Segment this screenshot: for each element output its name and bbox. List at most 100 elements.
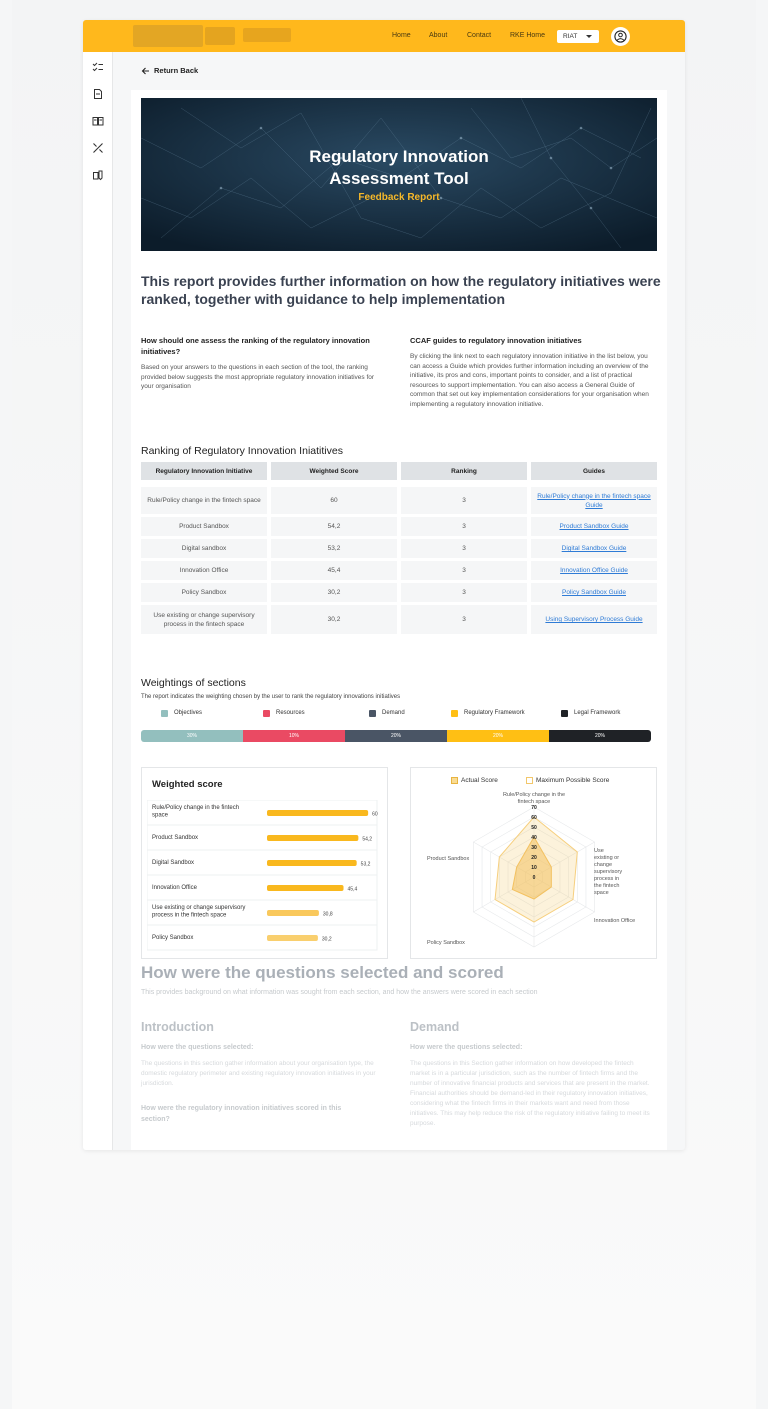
radar-tick-label: 0 [533, 875, 536, 881]
nav-contact[interactable]: Contact [467, 32, 492, 39]
ranking-cell: 3 [401, 539, 527, 558]
table-header: Ranking [401, 462, 527, 480]
university-logo [133, 25, 203, 47]
hero-subtitle: Feedback Report [358, 192, 440, 203]
questions-title: How were the questions selected and scor… [141, 963, 504, 982]
user-avatar[interactable] [611, 27, 630, 46]
bar-category-label: Product Sandbox [152, 835, 198, 841]
legend-label: Resources [276, 710, 305, 716]
radar-tick-label: 20 [531, 855, 537, 861]
score-cell: 30,2 [271, 605, 397, 634]
shuffle-icon[interactable] [92, 142, 104, 154]
checklist-icon[interactable] [92, 61, 104, 73]
network-background [141, 98, 657, 251]
legend-swatch [263, 710, 270, 717]
partner-logo [205, 27, 235, 45]
radar-axis-label: Policy Sandbox [427, 940, 465, 946]
survey-icon[interactable] [92, 169, 104, 181]
bar-value-label: 45,4 [348, 887, 358, 893]
legend-swatch [451, 710, 458, 717]
legend-label: Objectives [174, 710, 203, 716]
weighting-segment: 20% [549, 730, 651, 742]
weighted-score-title: Weighted score [152, 779, 223, 790]
top-bar: Home About Contact RKE Home RIAT [83, 20, 685, 52]
weighting-segment: 30% [141, 730, 243, 742]
max-score-legend: Maximum Possible Score [536, 777, 610, 784]
guide-link[interactable]: Rule/Policy change in the fintech space … [537, 492, 651, 509]
riat-logo [243, 28, 291, 42]
ranking-title: Ranking of Regulatory Innovation Iniatit… [141, 445, 343, 457]
introduction-body: The questions in this section gather inf… [141, 1060, 376, 1087]
app-window: Home About Contact RKE Home RIAT [83, 20, 685, 1150]
weighting-segment: 20% [345, 730, 447, 742]
radar-axis-label: Innovation Office [594, 918, 635, 924]
radar-axis-label: Use existing or change supervisory process i… [594, 848, 622, 896]
ranking-cell: 3 [401, 605, 527, 634]
table-header: Weighted Score [271, 462, 397, 480]
bar-value-label: 54,2 [362, 837, 372, 843]
score-cell: 53,2 [271, 539, 397, 558]
legend-label: Regulatory Framework [464, 710, 525, 716]
return-back-label: Return Back [154, 66, 199, 75]
actual-score-swatch [451, 777, 458, 784]
legend-label: Legal Framework [574, 710, 621, 716]
book-icon[interactable] [92, 115, 104, 127]
intro-heading: This report provides further information… [141, 273, 661, 307]
document-icon[interactable] [92, 88, 104, 100]
score-bar [267, 835, 359, 841]
legend-swatch [369, 710, 376, 717]
max-score-swatch [526, 777, 533, 784]
score-cell: 45,4 [271, 561, 397, 580]
score-cell: 54,2 [271, 517, 397, 536]
guide-cell: Product Sandbox Guide [531, 517, 657, 536]
weightings-title: Weightings of sections [141, 677, 246, 689]
return-back-link[interactable]: Return Back [141, 64, 211, 78]
guide-cell: Policy Sandbox Guide [531, 583, 657, 602]
score-bar [267, 860, 357, 866]
tool-select-value: RIAT [563, 33, 578, 40]
weighting-segment: 10% [243, 730, 345, 742]
radar-tick-label: 40 [531, 835, 537, 841]
questions-subtitle: This provides background on what informa… [141, 989, 538, 996]
guide-link[interactable]: Innovation Office Guide [560, 567, 628, 574]
weightings-subtitle: The report indicates the weighting chose… [141, 694, 401, 700]
assess-ranking-heading: How should one assess the ranking of the… [141, 336, 370, 356]
initiative-cell: Innovation Office [141, 561, 267, 580]
chevron-down-icon [586, 35, 592, 38]
bar-category-label: Use existing or change supervisory proces… [152, 905, 245, 919]
bar-value-label: 60 [372, 812, 378, 818]
nav-about[interactable]: About [429, 32, 448, 39]
score-bar [267, 885, 344, 891]
bar-value-label: 30,8 [323, 912, 333, 918]
ranking-cell: 3 [401, 487, 527, 514]
introduction-sub2: How were the regulatory innovation initi… [141, 1105, 342, 1123]
guide-cell: Digital Sandbox Guide [531, 539, 657, 558]
user-icon [614, 30, 627, 43]
bar-category-label: Digital Sandbox [152, 860, 194, 866]
weighting-segment: 20% [447, 730, 549, 742]
ranking-cell: 3 [401, 517, 527, 536]
guide-link[interactable]: Policy Sandbox Guide [562, 589, 626, 596]
radar-tick-label: 70 [531, 805, 537, 811]
legend-swatch [561, 710, 568, 717]
nav-rke-home[interactable]: RKE Home [510, 32, 546, 39]
ranking-cell: 3 [401, 561, 527, 580]
guide-link[interactable]: Using Supervisory Process Guide [545, 616, 643, 623]
initiative-cell: Product Sandbox [141, 517, 267, 536]
weighted-score-panel: Weighted score Rule/Policy change in the… [141, 767, 388, 959]
demand-body: The questions in this Section gather inf… [410, 1060, 650, 1127]
initiative-cell: Use existing or change supervisory proce… [141, 605, 267, 634]
nav-home[interactable]: Home [392, 32, 411, 39]
legend-label: Demand [382, 710, 405, 716]
hero-banner: Regulatory Innovation Assessment Tool Fe… [141, 98, 657, 251]
initiative-cell: Rule/Policy change in the fintech space [141, 487, 267, 514]
initiative-cell: Policy Sandbox [141, 583, 267, 602]
guide-cell: Rule/Policy change in the fintech space … [531, 487, 657, 514]
guide-link[interactable]: Product Sandbox Guide [559, 523, 629, 530]
guide-link[interactable]: Digital Sandbox Guide [561, 545, 627, 552]
tool-select[interactable]: RIAT [557, 30, 599, 43]
guide-cell: Innovation Office Guide [531, 561, 657, 580]
radar-panel: Actual Score Maximum Possible Score 70 60… [410, 767, 657, 959]
hero-title-line2: Assessment Tool [329, 169, 469, 188]
table-header: Regulatory Innovation Initiative [141, 462, 267, 480]
